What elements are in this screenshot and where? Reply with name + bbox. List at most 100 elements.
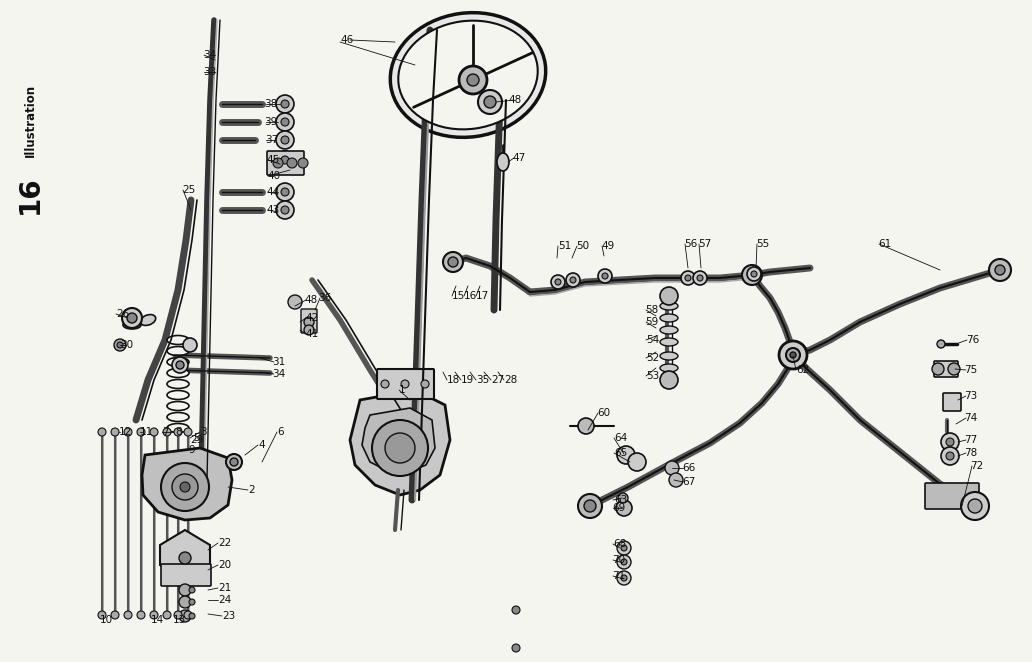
Ellipse shape [167,336,189,344]
Polygon shape [362,408,436,472]
Circle shape [281,118,289,126]
Circle shape [617,446,635,464]
Text: 23: 23 [222,611,235,621]
FancyBboxPatch shape [161,564,211,586]
Text: 66: 66 [682,463,696,473]
Circle shape [669,473,683,487]
Circle shape [751,271,757,277]
Circle shape [694,271,707,285]
Text: 63: 63 [614,495,627,505]
Text: 24: 24 [218,595,231,605]
Text: 4: 4 [258,440,264,450]
Circle shape [937,340,945,348]
Ellipse shape [167,346,189,355]
Circle shape [681,271,695,285]
Text: 48: 48 [304,295,317,305]
Circle shape [161,463,209,511]
Ellipse shape [398,21,538,129]
Text: 51: 51 [558,241,572,251]
Circle shape [786,348,800,362]
Text: 49: 49 [601,241,614,251]
Circle shape [685,275,691,281]
Ellipse shape [167,391,189,399]
Text: 70: 70 [612,555,625,565]
Text: 37: 37 [265,135,279,145]
FancyBboxPatch shape [925,483,979,509]
Text: 27: 27 [491,375,505,385]
Circle shape [372,420,428,476]
Circle shape [570,277,576,283]
Text: 72: 72 [970,461,983,471]
Circle shape [273,158,283,168]
Circle shape [968,499,982,513]
Circle shape [150,611,158,619]
Ellipse shape [390,13,546,137]
Text: 21: 21 [218,583,231,593]
Circle shape [467,74,479,86]
Text: 73: 73 [964,391,977,401]
Text: 46: 46 [340,35,353,45]
Circle shape [478,90,502,114]
Circle shape [484,96,496,108]
Circle shape [184,428,192,436]
Circle shape [512,606,520,614]
Polygon shape [160,530,209,580]
Text: 76: 76 [966,335,979,345]
Ellipse shape [660,302,678,310]
Text: 29: 29 [190,435,203,445]
Circle shape [174,428,182,436]
Text: 34: 34 [203,50,217,60]
Ellipse shape [167,412,189,422]
Circle shape [281,156,289,164]
Text: 40: 40 [267,171,280,181]
FancyBboxPatch shape [267,151,304,175]
Circle shape [448,257,458,267]
Circle shape [124,611,132,619]
Circle shape [98,611,106,619]
Circle shape [276,95,294,113]
Circle shape [276,113,294,131]
Text: 7: 7 [162,427,168,437]
Ellipse shape [660,326,678,334]
Circle shape [179,552,191,564]
Text: 50: 50 [576,241,589,251]
Circle shape [660,371,678,389]
Circle shape [381,380,389,388]
Circle shape [385,433,415,463]
Text: 61: 61 [878,239,892,249]
Text: 20: 20 [218,560,231,570]
Circle shape [98,428,106,436]
Text: 16: 16 [464,291,477,301]
Circle shape [163,428,171,436]
Text: 57: 57 [698,239,711,249]
Text: 64: 64 [614,433,627,443]
Text: 10: 10 [100,615,114,625]
Text: 75: 75 [964,365,977,375]
Circle shape [180,482,190,492]
Text: 34: 34 [272,369,285,379]
FancyBboxPatch shape [301,309,317,333]
Text: 17: 17 [476,291,489,301]
Circle shape [618,493,628,503]
Ellipse shape [660,352,678,360]
Circle shape [179,596,191,608]
Text: 30: 30 [120,340,133,350]
Circle shape [163,611,171,619]
Circle shape [172,357,188,373]
Text: 5: 5 [193,433,199,443]
Circle shape [281,136,289,144]
Circle shape [946,452,954,460]
Circle shape [621,545,627,551]
Circle shape [941,447,959,465]
Circle shape [137,428,146,436]
Text: 78: 78 [964,448,977,458]
Text: 15: 15 [452,291,465,301]
Text: 25: 25 [182,185,195,195]
Ellipse shape [167,369,189,377]
Circle shape [179,584,191,596]
Circle shape [288,295,302,309]
Circle shape [660,287,678,305]
Ellipse shape [660,314,678,322]
Text: Illustration: Illustration [24,83,36,156]
Text: 65: 65 [614,448,627,458]
